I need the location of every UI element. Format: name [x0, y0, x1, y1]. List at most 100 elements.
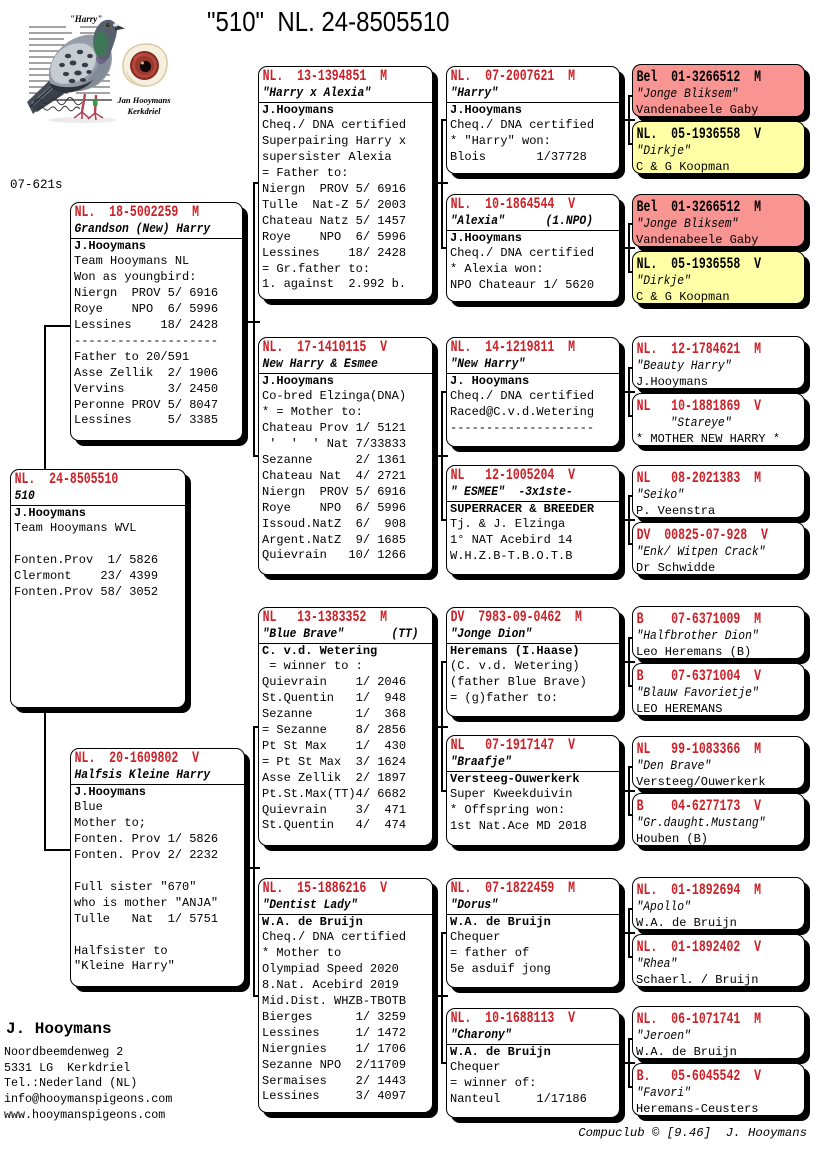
- pedigree-box-mf: NL 13-1383352 M "Blue Brave" (TT) C. v.d…: [258, 607, 436, 846]
- box-body-line: 8.Nat. Acebird 2019: [262, 978, 399, 993]
- pedigree-connector-line: [441, 1062, 446, 1064]
- box-body-line: 1. against 2.992 b.: [262, 277, 407, 292]
- pedigree-box-p14: NL. 01-1892402 V "Rhea" Schaerl. / Bruij…: [632, 934, 805, 987]
- box-body: Versteeg-Ouwerkerk Super Kweekduivin * Off…: [447, 772, 619, 836]
- pedigree-connector-line: [441, 391, 446, 393]
- pedigree-connector-line: [628, 637, 630, 687]
- box-body-line: [71, 928, 244, 944]
- box-body: J.Hooymans Blue Mother to; Fonten. Prov 1/ …: [71, 785, 244, 976]
- pedigree-box-mm: NL. 15-1886216 V "Dentist Lady" W.A. de …: [258, 878, 436, 1113]
- box-body-line: Tulle Nat-Z 5/ 2003: [262, 197, 407, 212]
- box-body-line: Niergn PROV 5/ 6916: [74, 286, 219, 301]
- box-body: J.Hooymans Co-bred Elzinga(DNA) * = Mother…: [259, 374, 432, 565]
- box-owner-line: J.Hooymans: [74, 238, 147, 253]
- ring-number: NL 13-1383352 M: [262, 608, 388, 626]
- pigeon-name: "Stareye": [636, 415, 732, 430]
- box-body-line: Super Kweekduivin: [450, 787, 573, 802]
- ring-number: NL. 20-1609802 V: [74, 749, 200, 767]
- ring-number: Bel 01-3266512 M: [636, 68, 762, 86]
- box-body-line: Fonten. Prov 2/ 2232: [74, 848, 219, 863]
- pedigree-connector-line: [253, 182, 258, 184]
- box-body-line: --------------------: [450, 421, 595, 436]
- pigeon-name: "Jonge Dion": [447, 626, 623, 644]
- box-body-line: 1st Nat.Ace MD 2018: [450, 819, 587, 834]
- box-owner-line: C. v.d. Wetering: [262, 643, 378, 658]
- box-owner-line: P. Veenstra: [636, 503, 716, 518]
- pedigree-box-ffm: NL. 10-1864544 V "Alexia" (1.NPO) J.Hooy…: [446, 194, 623, 302]
- box-owner-line: Versteeg-Ouwerkerk: [450, 771, 580, 786]
- pedigree-connector-line: [628, 495, 630, 545]
- pedigree-box-p6: NL 10-1881869 V "Stareye" * MOTHER NEW H…: [632, 393, 805, 446]
- box-body-line: * Mother to: [262, 946, 342, 961]
- pedigree-box-p5: NL. 12-1784621 M "Beauty Harry" J.Hooyma…: [632, 336, 805, 389]
- box-body-line: Niergn PROV 5/ 6916: [262, 484, 407, 499]
- pedigree-connector-line: [628, 495, 632, 497]
- box-body: Versteeg/Ouwerkerk: [633, 775, 804, 791]
- box-body-line: W.H.Z.B-T.B.O.T.B: [450, 549, 573, 564]
- box-body-line: Co-bred Elzinga(DNA): [262, 389, 407, 404]
- box-body-line: Lessines 18/ 2428: [74, 318, 219, 333]
- box-body-line: * "Harry" won:: [450, 134, 551, 149]
- pedigree-connector-line: [253, 994, 258, 997]
- box-body-line: = winner of:: [450, 1076, 537, 1091]
- pedigree-box-p1: Bel 01-3266512 M "Jonge Bliksem" Vandena…: [632, 64, 805, 117]
- ring-number: DV 00825-07-928 V: [636, 526, 768, 544]
- footer-owner-name: J. Hooymans: [6, 1020, 112, 1038]
- ring-number: NL. 10-1688113 V: [450, 1009, 576, 1027]
- pigeon-name: "Jeroen": [636, 1028, 691, 1043]
- box-body-line: Clermont 23/ 4399: [14, 569, 159, 584]
- pigeon-illustration: [27, 19, 125, 123]
- pedigree-connector-line: [628, 685, 632, 687]
- pedigree-connector-line: [628, 1038, 632, 1040]
- pedigree-connector-line: [628, 813, 632, 816]
- software-credit: Compuclub © [9.46] J. Hooymans: [578, 1126, 807, 1140]
- box-owner-line: Vandenabeele Gaby: [636, 232, 759, 247]
- box-body-line: Cheq./ DNA certified: [450, 246, 595, 261]
- box-body-line: Cheq./ DNA certified: [450, 118, 595, 133]
- box-body-line: Chateau Prov 1/ 5121: [262, 421, 407, 436]
- ring-number: NL. 18-5002259 M: [74, 203, 200, 221]
- ring-number: B 04-6277173 V: [636, 797, 762, 815]
- box-body-line: Blois 1/37728: [450, 150, 587, 165]
- box-body-line: Full sister "670": [74, 879, 197, 894]
- box-body-line: Asse Zellik 2/ 1906: [74, 365, 219, 380]
- pedigree-connector-line: [628, 95, 632, 97]
- box-body-line: Tj. & J. Elzinga: [450, 517, 566, 532]
- box-owner-line: W.A. de Bruijn: [636, 915, 737, 930]
- ring-number: DV 7983-09-0462 M: [450, 608, 582, 626]
- pedigree-box-mfm: NL 07-1917147 V "Braafje" Versteeg-Ouwer…: [446, 735, 623, 846]
- box-body: W.A. de Bruijn Cheq./ DNA certified * Moth…: [259, 915, 432, 1106]
- pigeon-name: "Dirkje": [636, 143, 691, 158]
- box-body-line: --------------------: [74, 333, 219, 348]
- pigeon-name: "Enk/ Witpen Crack": [636, 544, 766, 559]
- pedigree-box-mmf: NL. 07-1822459 M "Dorus" W.A. de Bruijn C…: [446, 878, 623, 988]
- box-body: Dr Schwidde: [633, 561, 804, 577]
- box-body-line: Roye NPO 6/ 5996: [74, 302, 219, 317]
- ring-number: NL. 17-1410115 V: [262, 338, 388, 356]
- box-owner-line: Leo Heremans (B): [636, 644, 752, 659]
- box-body: W.A. de Bruijn Chequer = winner of: Nanteul…: [447, 1045, 619, 1109]
- box-owner-line: J. Hooymans: [450, 373, 530, 388]
- pigeon-name: "Seiko": [636, 487, 684, 502]
- box-body-line: Team Hooymans NL: [74, 254, 190, 269]
- pedigree-connector-line: [628, 223, 630, 273]
- box-owner-line: J.Hooymans: [450, 102, 523, 117]
- box-body: Leo Heremans (B): [633, 645, 804, 661]
- pedigree-box-fmf: NL. 14-1219811 M "New Harry" J. Hooymans…: [446, 337, 623, 447]
- pedigree-box-fm: NL. 17-1410115 V New Harry & Esmee J.Hoo…: [258, 337, 436, 575]
- box-body-line: supersister Alexia: [262, 150, 392, 165]
- box-body-line: Fonten.Prov 1/ 5826: [14, 553, 159, 568]
- pedigree-box-fff: NL. 07-2007621 M "Harry" J.Hooymans Cheq.…: [446, 66, 623, 174]
- pigeon-name: "Jonge Bliksem": [636, 86, 739, 101]
- pedigree-box-fmm: NL 12-1005204 V " ESMEE" -3x1ste- SUPERR…: [446, 465, 623, 575]
- box-body: J. Hooymans Cheq./ DNA certified Raced@C.v…: [447, 374, 619, 438]
- box-body-line: Sezanne 2/ 1361: [262, 453, 407, 468]
- ring-number: NL. 12-1784621 M: [636, 340, 762, 358]
- pedigree-box-p15: NL. 06-1071741 M "Jeroen" W.A. de Bruijn: [632, 1006, 805, 1059]
- box-body-line: Lessines 1/ 1472: [262, 1025, 407, 1040]
- ring-number: NL 08-2021383 M: [636, 469, 762, 487]
- ring-number: NL 07-1917147 V: [450, 736, 576, 754]
- box-body-line: Peronne PROV 5/ 8047: [74, 397, 219, 412]
- box-body-line: Vervins 3/ 2450: [74, 381, 219, 396]
